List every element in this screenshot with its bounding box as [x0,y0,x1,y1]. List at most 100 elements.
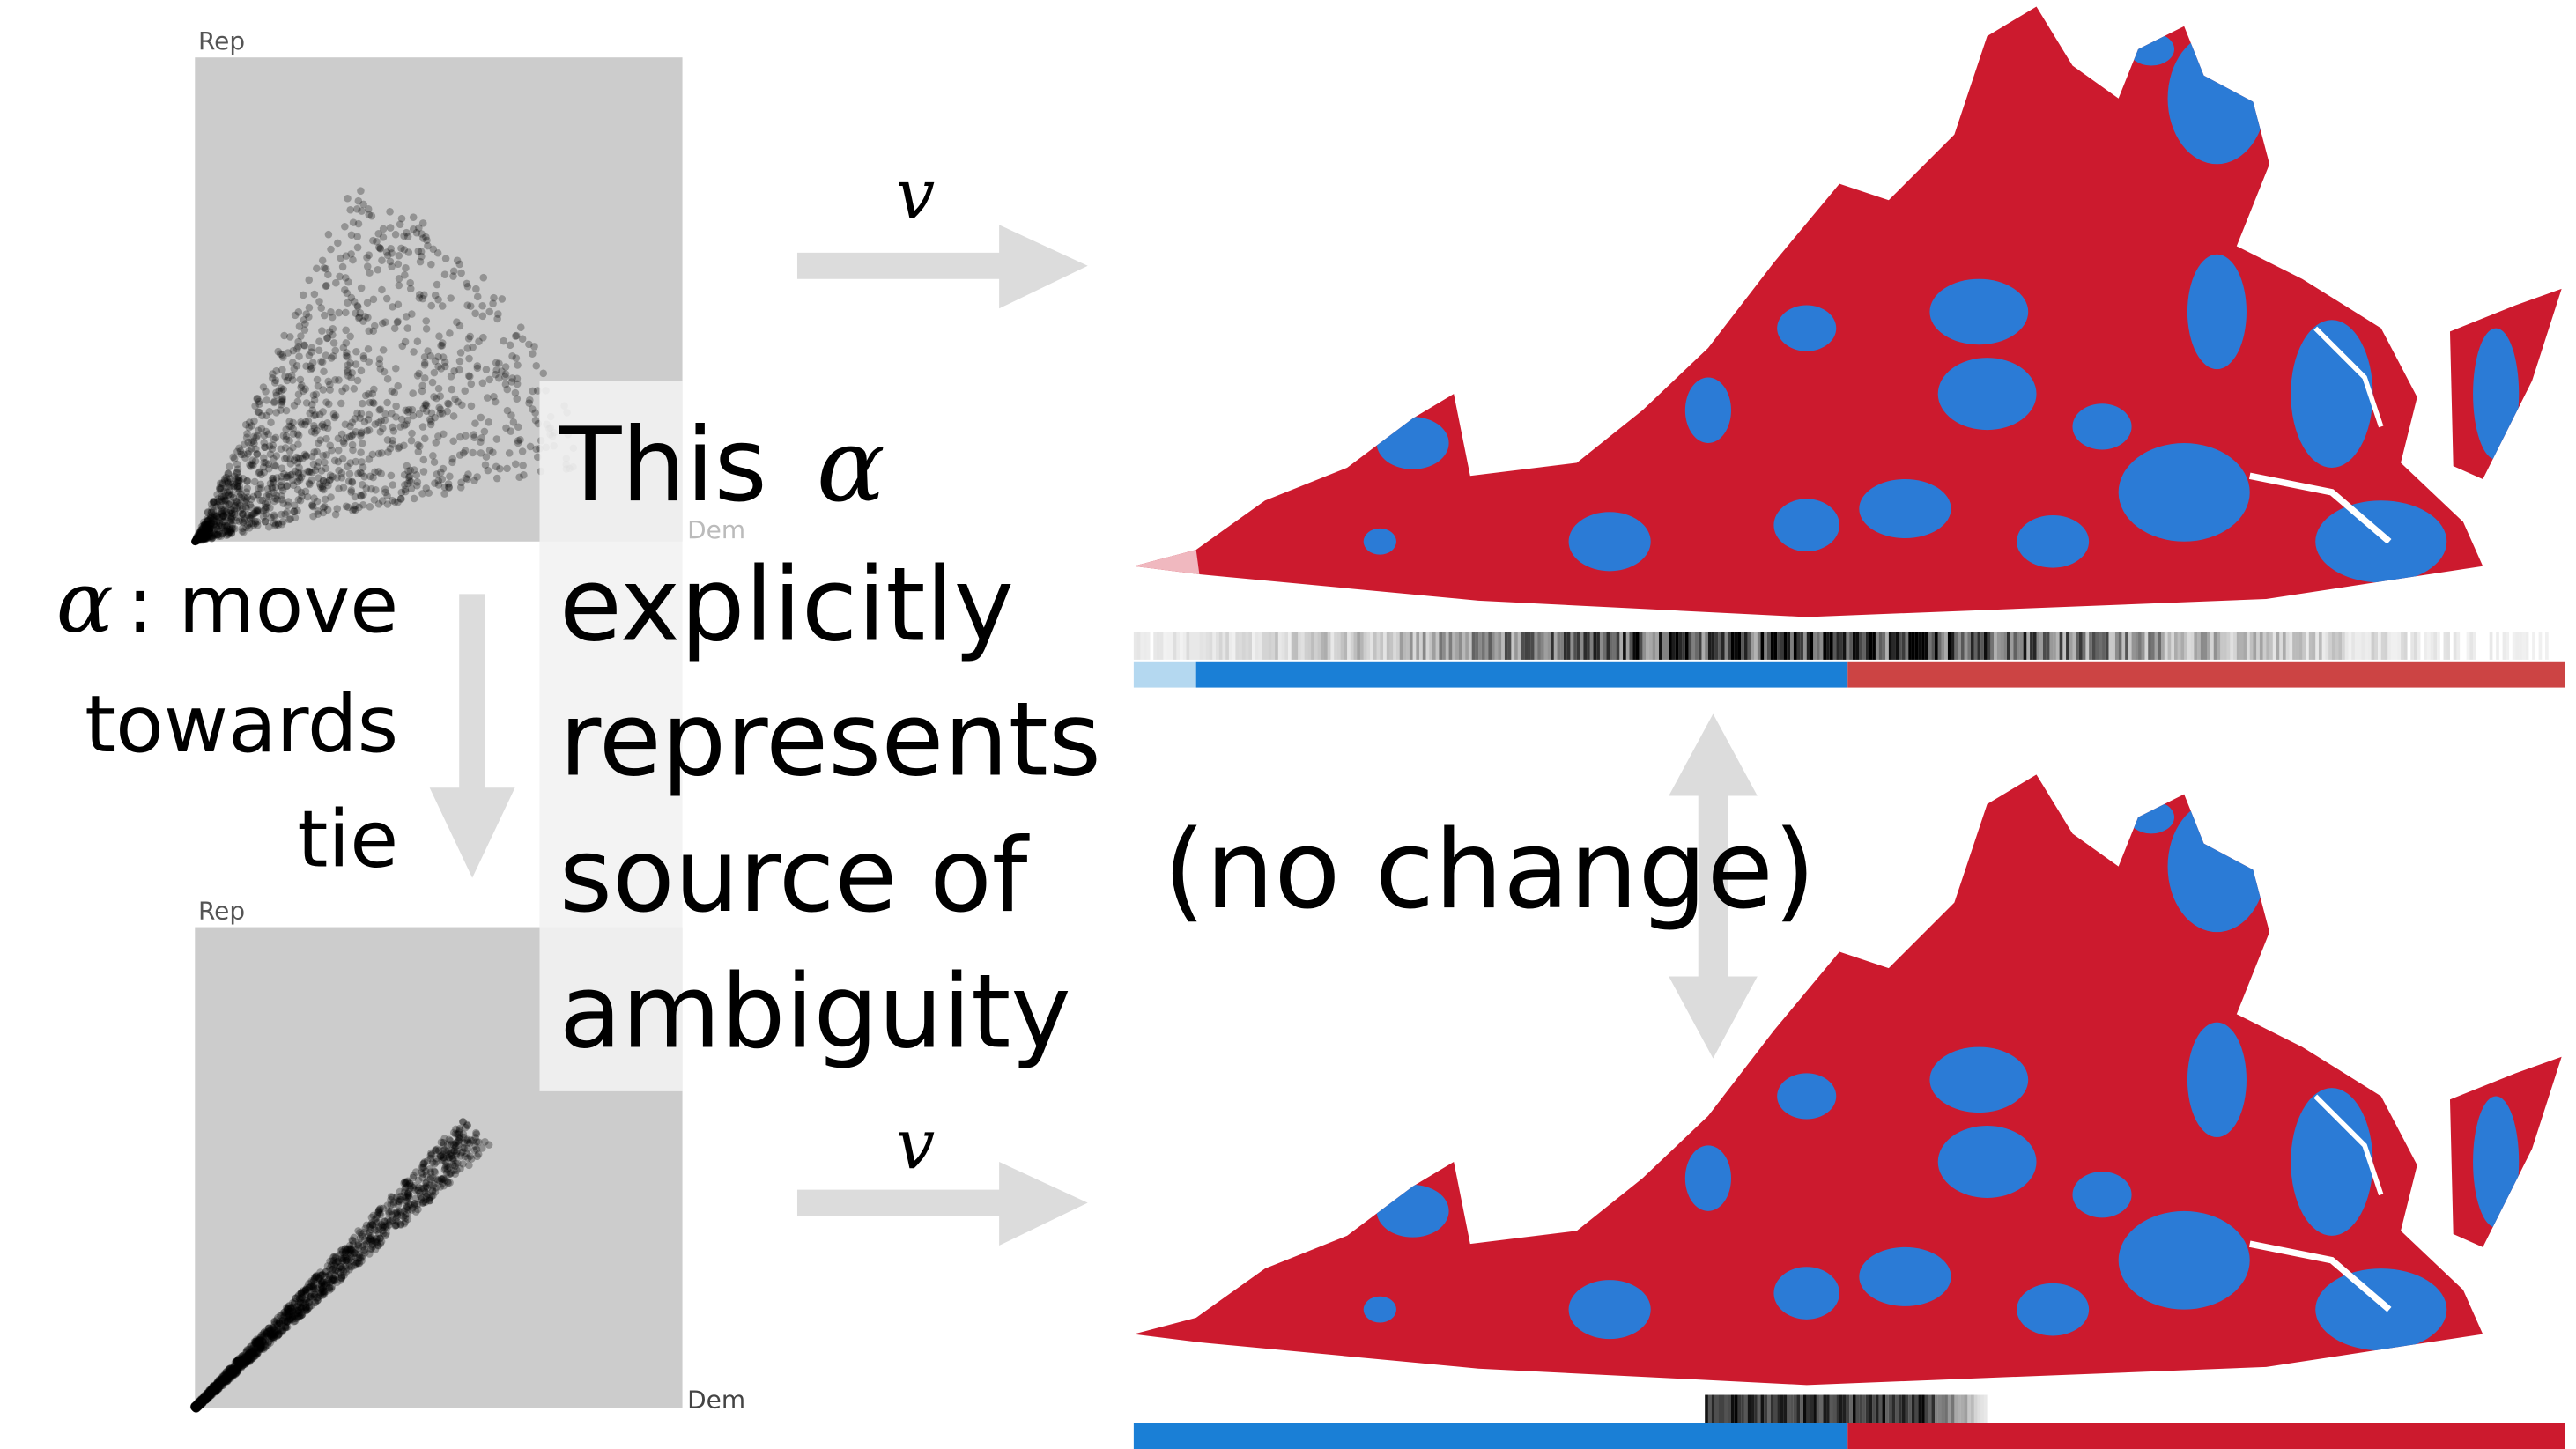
stripe [1475,632,1478,660]
point [465,335,473,343]
point [269,475,277,483]
stripe [2072,632,2076,660]
point [378,286,386,294]
stripe [1902,1395,1906,1423]
point [317,483,325,491]
stripe [1712,1395,1715,1423]
stripe [1773,632,1777,660]
stripe [1830,632,1833,660]
stripe [2214,632,2217,660]
point [529,388,537,396]
point [300,292,307,299]
point [421,1184,429,1192]
point [411,1202,418,1210]
point [517,323,525,331]
stripe [1537,632,1541,660]
stripe [1862,1395,1866,1423]
point [270,512,278,520]
point [462,432,470,440]
stripe [1941,1395,1944,1423]
stripe [1787,632,1790,660]
point [529,405,537,413]
point [320,504,328,512]
stripe [1314,632,1318,660]
point [529,350,537,358]
stripe [2204,632,2208,660]
point [357,187,365,195]
stripe [1328,632,1331,660]
point [266,408,274,416]
point [381,417,389,425]
arrow-label: v [896,155,935,235]
point [418,388,426,396]
stripe [1439,632,1442,660]
stripe [1921,1395,1925,1423]
point [434,353,442,361]
point [200,531,208,539]
point [306,351,314,359]
point [279,487,287,495]
point [387,245,395,253]
stripe [2132,632,2136,660]
point [366,426,374,434]
stripe [2043,632,2047,660]
point [358,458,366,466]
stripe [1321,632,1324,660]
point [349,441,357,449]
point [221,475,229,483]
point [270,462,278,469]
point [358,430,366,438]
point [474,362,482,370]
stripe [2168,632,2172,660]
stripe [1176,632,1180,660]
stripe [1892,1395,1896,1423]
stripe [2049,632,2053,660]
stripe [2135,632,2138,660]
stripe [2424,632,2427,660]
stripe [1718,1395,1721,1423]
point [374,468,382,476]
stripe [1351,632,1354,660]
note-line: towards [85,679,398,771]
stripe [2119,632,2122,660]
stripe [1931,632,1935,660]
point [455,261,463,269]
point [242,495,250,503]
stripe [1787,1395,1790,1423]
stripe [1577,632,1580,660]
stripe [2309,632,2313,660]
stripe [2503,632,2506,660]
point [423,325,431,333]
point [275,1330,283,1338]
point [457,484,465,492]
stripe [1912,632,1915,660]
stripe [1301,632,1305,660]
stripe [1879,632,1883,660]
stripe [1836,1395,1839,1423]
stripe [1617,632,1620,660]
stripe [2410,632,2414,660]
stripe [1334,632,1337,660]
stripe [1859,632,1862,660]
point [305,313,313,321]
stripe [2037,632,2040,660]
stripe [2355,632,2358,660]
stripe [1432,632,1436,660]
point [322,496,329,504]
stripe [2247,632,2250,660]
stripe [1941,632,1944,660]
stripe [1665,632,1669,660]
stripe [1830,1395,1833,1423]
stripe [1685,632,1689,660]
stripe [1843,632,1847,660]
stripe [2545,632,2549,660]
point [463,474,470,482]
map-fade [1134,550,1200,574]
slide: Rep Dem Rep Dem Thisα explicitly represe… [0,0,2576,1449]
stripe [1856,632,1860,660]
point [507,427,514,435]
point [329,1257,337,1265]
stripe [1977,632,1980,660]
stripe [1807,632,1810,660]
stripe [2532,632,2535,660]
